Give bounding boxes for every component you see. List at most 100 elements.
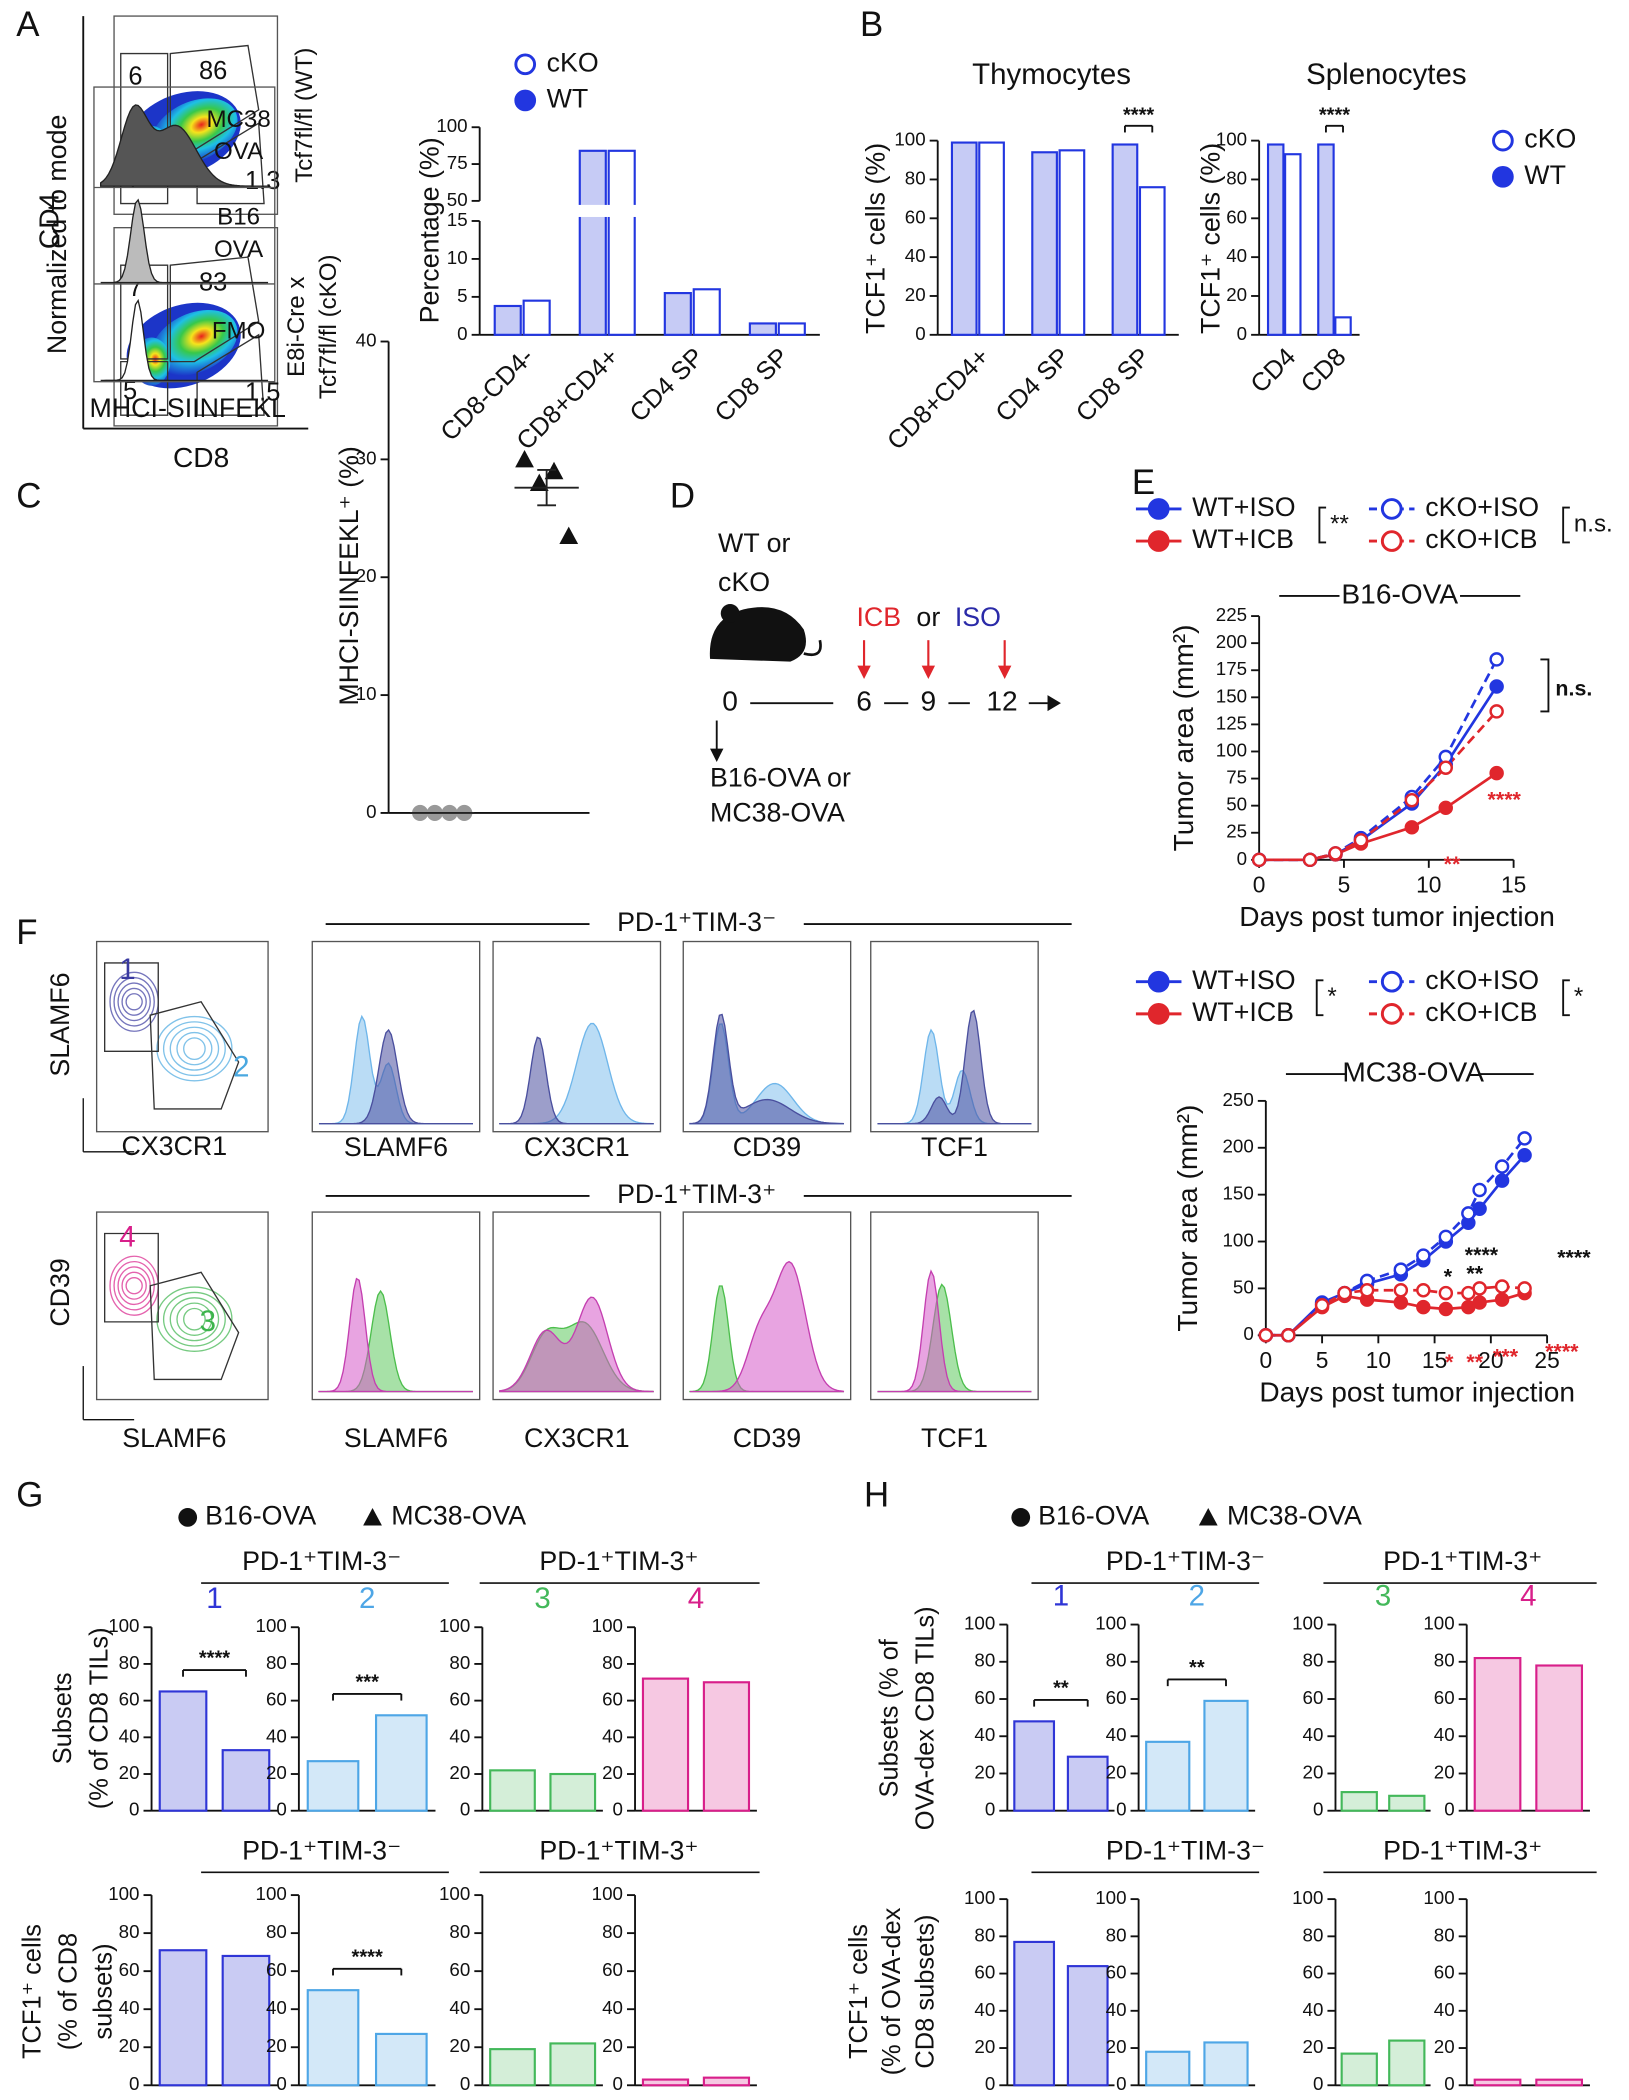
y-tick-label: 100 [108,1615,139,1636]
bar [1473,1656,1522,1812]
y-tick-label: 0 [1313,1799,1323,1820]
bar [1473,2078,1522,2087]
point [1393,1262,1409,1277]
axis-label: CD39 [45,1258,75,1326]
significance: *** [355,1671,379,1693]
day-label: 6 [856,686,872,717]
legend-label: cKO [547,47,599,77]
sig-bracket [1315,979,1324,1017]
significance: **** [352,1946,383,1968]
legend-marker [1198,1508,1218,1526]
y-tick-label: 100 [439,1883,470,1904]
group-header: PD-1⁺TIM-3⁻ [1106,1546,1265,1576]
y-tick-label: 80 [1434,1924,1455,1945]
y-tick-label: 20 [119,1762,140,1783]
y-tick-label: 80 [449,1652,470,1673]
y-tick-label: 100 [1292,1613,1323,1634]
bar [306,1760,360,1812]
group-header: PD-1⁺TIM-3⁻ [1106,1835,1265,1865]
legend-label: cKO [1524,124,1576,154]
axis-label: SLAMF6 [122,1423,226,1453]
gate-value: 1.5 [245,378,280,406]
legend-marker [1147,530,1170,552]
bar [374,1714,428,1812]
diagram-label: cKO [718,567,770,597]
y-axis-label: Subsets [49,1672,77,1764]
panel-label: F [16,913,37,952]
y-tick-label: 0 [460,2073,470,2094]
y-tick-label: 20 [974,2036,995,2057]
y-tick-label: 100 [592,1615,623,1636]
point [1461,1206,1476,1221]
sig-bracket [1562,506,1570,544]
chart-title: MC38-OVA [1342,1057,1484,1088]
diagram-label: MC38-OVA [710,797,845,827]
y-tick-label: 60 [119,1689,140,1710]
y-tick-label: 60 [974,1687,995,1708]
point [1494,1159,1510,1174]
point [1281,1328,1296,1343]
legend-marker [1147,498,1170,520]
y-tick-label: 100 [894,129,925,150]
decoration [99,104,269,187]
decoration [125,1277,143,1295]
y-tick-label: 20 [356,565,377,586]
y-tick-label: 60 [602,1689,623,1710]
genotype-label: Tcf7fl/fl (WT) [291,48,318,183]
bar [158,1690,208,1812]
bar [221,1749,271,1812]
y-tick-label: 20 [266,2035,287,2056]
bar [1203,2041,1249,2087]
group-header: PD-1⁺TIM-3⁻ [617,907,776,937]
panel-label: A [16,5,40,44]
y-tick-label: 80 [119,1652,140,1673]
y-tick-label: 20 [266,1762,287,1783]
group-header: PD-1⁺TIM-3⁻ [242,1546,401,1576]
histogram-label: CX3CR1 [524,1132,630,1162]
point [1328,846,1343,861]
bar [489,2048,536,2087]
bar [1388,1794,1426,1812]
decoration [95,1211,269,1401]
y-tick-label: 0 [985,1799,995,1820]
legend-label: WT [547,84,589,114]
y-tick-label: 80 [1106,1650,1127,1671]
decoration [117,982,151,1022]
y-tick-label: 20 [1434,2036,1455,2057]
y-tick-label: 0 [276,1799,286,1820]
y-tick-label: 60 [449,1959,470,1980]
chart-title: 2 [1189,1580,1205,1613]
group-header: PD-1⁺TIM-3⁺ [539,1835,698,1865]
y-tick-label: 40 [119,1725,140,1746]
y-tick-label: 0 [985,2073,995,2094]
chart-title: 1 [206,1582,222,1615]
legend-label: B16-OVA [205,1500,316,1530]
annotation: n.s. [1555,676,1592,700]
day-label: 12 [986,686,1017,717]
decoration [156,1286,233,1353]
y-tick-label: 20 [1303,2036,1324,2057]
point [529,473,549,491]
point [515,450,534,468]
bar [1535,2078,1584,2087]
diagram-label: WT or [718,528,790,558]
bar [1066,1755,1109,1812]
legend-marker [1492,165,1514,188]
y-axis-label: TCF1⁺ cells (%) [1195,143,1225,334]
y-tick-label: 100 [1292,1887,1323,1908]
y-tick-label: 80 [266,1921,287,1942]
decoration [318,1028,473,1125]
y-tick-label: 250 [1222,1089,1253,1110]
decoration [169,1297,220,1342]
y-tick-label: 20 [449,1762,470,1783]
point [1438,1301,1454,1317]
sig-bracket [1318,506,1327,544]
bar [748,322,777,336]
bar [1013,1940,1056,2087]
bar [1203,1699,1249,1812]
y-tick-label: 0 [613,2073,623,2094]
annotation: * [1444,1264,1453,1288]
histogram-label: SLAMF6 [344,1132,448,1162]
point [1416,1283,1431,1298]
